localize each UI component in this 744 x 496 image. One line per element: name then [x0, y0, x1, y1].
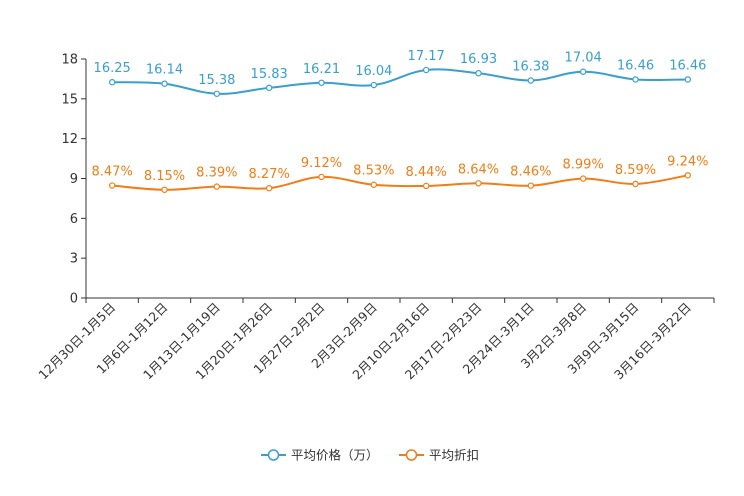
- chart-series: 16.25 16.14 15.38 15.83 16.21 16.04 17.17 16.93…: [92, 49, 708, 193]
- data-label: 8.99%: [563, 158, 604, 173]
- data-label: 16.04: [355, 64, 392, 79]
- data-label: 16.46: [617, 58, 654, 73]
- data-label: 15.38: [198, 73, 235, 88]
- chart-axes: 036912151812月30日-1月5日1月6日-1月12日1月13日-1月1…: [35, 53, 715, 382]
- data-point: [527, 182, 535, 189]
- data-label: 9.12%: [301, 156, 342, 171]
- data-point: [684, 172, 692, 179]
- data-point: [265, 184, 273, 192]
- data-point: [684, 76, 692, 83]
- data-label: 8.44%: [406, 165, 447, 180]
- data-label: 15.83: [251, 67, 288, 82]
- data-point: [579, 175, 587, 182]
- data-point: [108, 79, 116, 86]
- data-label: 16.21: [303, 62, 340, 77]
- y-tick-label: 12: [61, 132, 78, 147]
- data-point: [370, 181, 378, 188]
- legend-marker-icon: [405, 449, 418, 461]
- data-label: 16.25: [94, 61, 131, 76]
- legend-label: 平均价格（万）: [291, 448, 379, 463]
- data-label: 16.93: [460, 52, 497, 67]
- data-label: 17.04: [565, 51, 602, 66]
- legend-label: 平均折扣: [429, 448, 479, 463]
- data-point: [161, 80, 168, 87]
- data-point: [213, 183, 221, 190]
- data-point: [213, 90, 221, 97]
- series-1: 16.25 16.14 15.38 15.83 16.21 16.04 17.17 16.93…: [94, 49, 706, 97]
- y-tick-label: 0: [70, 292, 78, 307]
- data-label: 8.27%: [249, 167, 290, 182]
- data-label: 17.17: [408, 49, 445, 64]
- data-label: 9.24%: [667, 154, 708, 169]
- data-point: [318, 173, 325, 181]
- data-point: [632, 76, 639, 83]
- data-label: 8.53%: [353, 164, 394, 179]
- y-tick-label: 9: [70, 172, 78, 187]
- series-2: 8.47% 8.15% 8.39% 8.27% 9.12% 8.53% 8.44% 8.64%…: [92, 154, 708, 193]
- legend-item-2[interactable]: 平均折扣: [399, 448, 479, 463]
- data-point: [161, 186, 168, 193]
- series-line: [112, 174, 688, 191]
- data-point: [370, 81, 378, 89]
- data-point: [475, 70, 482, 77]
- data-label: 16.14: [146, 63, 183, 78]
- y-tick-label: 15: [61, 92, 78, 107]
- data-point: [422, 66, 430, 74]
- data-label: 16.38: [512, 60, 549, 75]
- data-point: [318, 79, 325, 86]
- legend-item-1[interactable]: 平均价格（万）: [261, 448, 379, 463]
- data-point: [422, 182, 430, 190]
- data-point: [527, 77, 535, 84]
- chart-legend[interactable]: 平均价格（万） 平均折扣: [261, 448, 479, 463]
- data-label: 8.64%: [458, 162, 499, 177]
- data-label: 8.47%: [92, 165, 133, 180]
- data-label: 8.59%: [615, 163, 656, 178]
- series-line: [112, 68, 688, 95]
- data-label: 8.15%: [144, 169, 185, 184]
- data-label: 8.39%: [196, 166, 237, 181]
- y-tick-label: 3: [70, 252, 78, 267]
- data-label: 8.46%: [510, 165, 551, 180]
- data-point: [265, 84, 273, 92]
- legend-marker-icon: [267, 449, 280, 461]
- data-point: [579, 68, 587, 75]
- y-tick-label: 6: [70, 212, 78, 227]
- data-point: [108, 182, 116, 189]
- data-point: [475, 180, 482, 187]
- y-tick-label: 18: [61, 53, 78, 68]
- data-point: [632, 180, 639, 188]
- data-label: 16.46: [669, 58, 706, 73]
